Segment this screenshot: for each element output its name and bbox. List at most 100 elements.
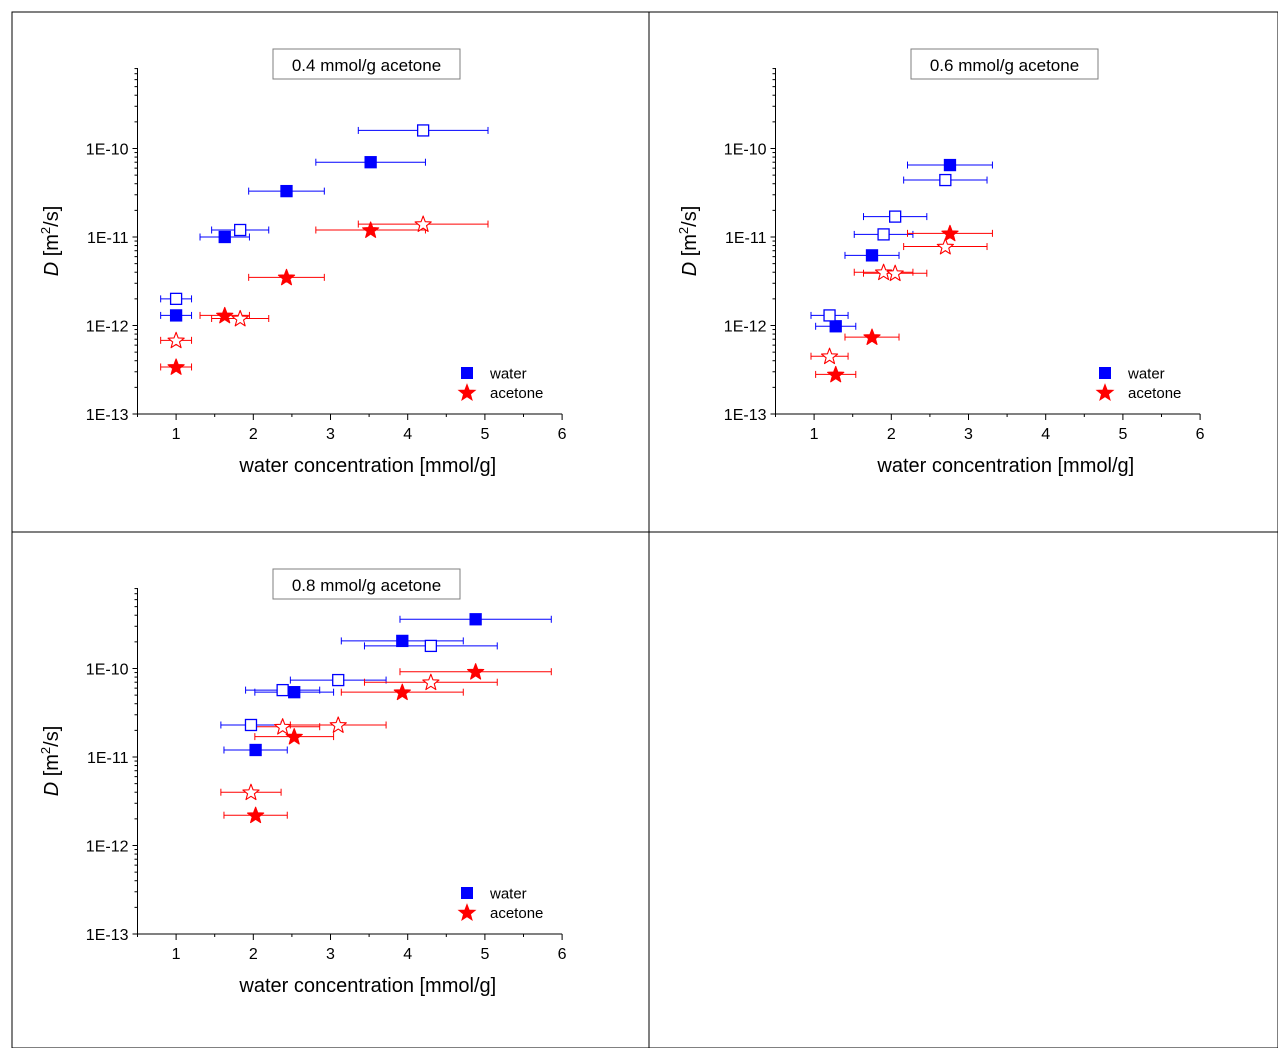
data-point-square-filled [943, 158, 957, 172]
y-axis-title: D [m2/s] [38, 726, 63, 797]
y-tick-label: 1E-12 [86, 839, 129, 856]
y-tick-label: 1E-10 [86, 142, 129, 159]
y-axis-title-unit-end: /s] [679, 206, 701, 227]
data-point-square-filled [865, 249, 879, 262]
y-tick-label: 1E-13 [86, 407, 129, 424]
data-point-square-filled [829, 320, 842, 333]
data-point-star-filled [277, 268, 296, 286]
data-point-square-filled [469, 613, 482, 626]
legend-label: acetone [490, 385, 543, 402]
x-axis-title: water concentration [mmol/g] [238, 975, 496, 997]
y-tick-label: 1E-11 [725, 230, 767, 247]
data-point-star-filled [362, 221, 380, 238]
y-tick-label: 1E-11 [87, 230, 129, 247]
data-point-square-open [889, 210, 902, 223]
legend-label: acetone [490, 905, 543, 922]
data-point-square-filled [280, 184, 293, 198]
legend-marker-star [1095, 383, 1115, 402]
x-axis-title: water concentration [mmol/g] [238, 455, 496, 477]
legend-marker-square [1099, 367, 1111, 379]
y-axis-title-unit: [m [41, 234, 63, 262]
data-point-square-open [276, 683, 289, 697]
data-point-square-open [244, 718, 258, 732]
data-point-star-filled [863, 328, 881, 345]
x-tick-label: 6 [1196, 426, 1205, 443]
x-tick-label: 1 [172, 426, 181, 443]
legend-marker-square [461, 367, 473, 379]
chart-title: 0.8 mmol/g acetone [292, 576, 441, 595]
data-point-star-filled [467, 663, 485, 680]
x-tick-label: 1 [810, 426, 819, 443]
grid-frame [11, 11, 1278, 1048]
y-tick-label: 1E-12 [724, 319, 767, 336]
data-point-square-open [416, 124, 430, 137]
data-point-square-open [424, 639, 438, 653]
y-tick-label: 1E-11 [87, 750, 129, 767]
y-axis-title-unit: [m [41, 754, 63, 782]
legend-marker-star [457, 903, 477, 922]
data-point-star-open [886, 264, 904, 282]
chart-title: 0.6 mmol/g acetone [930, 56, 1079, 75]
x-tick-label: 2 [249, 426, 258, 443]
data-point-square-open [877, 228, 890, 241]
data-point-star-open [274, 718, 292, 735]
x-tick-label: 3 [326, 426, 335, 443]
data-point-square-filled [288, 686, 301, 699]
y-axis-title: D [m2/s] [676, 206, 701, 277]
data-point-star-filled [167, 358, 185, 375]
data-point-square-filled [249, 743, 262, 757]
data-point-star-filled [285, 728, 303, 745]
x-tick-label: 4 [403, 946, 412, 963]
y-tick-label: 1E-10 [724, 142, 767, 159]
data-point-star-open [329, 716, 347, 733]
x-tick-label: 4 [1041, 426, 1050, 443]
chart-panel-3: 1E-13 1E-12 1E-11 1E-10 1 2 3 4 5 6 water concentr… [38, 568, 567, 997]
data-point-square-filled [169, 309, 183, 322]
y-axis-title-symbol: D [41, 262, 63, 276]
chart-panel-1: 1E-13 1E-12 1E-11 1E-10 1 2 3 4 5 6 water concentr… [38, 48, 567, 477]
x-tick-label: 3 [964, 426, 973, 443]
data-point-square-open [939, 173, 952, 187]
x-tick-label: 6 [558, 946, 567, 963]
x-tick-label: 2 [249, 946, 258, 963]
data-point-square-open [169, 292, 183, 306]
y-axis-title: D [m2/s] [38, 206, 63, 277]
data-point-square-open [823, 309, 836, 322]
x-tick-label: 5 [480, 946, 489, 963]
legend-marker-square [461, 887, 473, 899]
data-point-star-filled [216, 306, 234, 324]
data-point-star-filled [941, 224, 959, 242]
chart-title-box [272, 48, 461, 80]
y-axis-title-unit-end: /s] [41, 726, 63, 747]
data-point-square-open [332, 673, 345, 687]
y-axis-title-unit: [m [679, 234, 701, 262]
chart-title-box [272, 568, 461, 600]
chart-panel-2: 1E-13 1E-12 1E-11 1E-10 1 2 3 4 5 6 water concentr… [676, 48, 1205, 477]
y-tick-label: 1E-13 [724, 407, 767, 424]
y-axis-title-superscript: 2 [676, 227, 691, 234]
y-axis-title-superscript: 2 [38, 747, 53, 754]
y-tick-label: 1E-13 [86, 927, 129, 944]
x-tick-label: 3 [326, 946, 335, 963]
legend-marker-star [457, 383, 477, 402]
x-tick-label: 2 [887, 426, 896, 443]
x-tick-label: 4 [403, 426, 412, 443]
x-tick-label: 1 [172, 946, 181, 963]
data-point-square-filled [364, 156, 377, 169]
data-point-star-open [242, 783, 260, 801]
chart-title-box [910, 48, 1099, 80]
data-point-star-filled [246, 806, 265, 824]
y-axis-title-unit-end: /s] [41, 206, 63, 227]
y-tick-label: 1E-10 [86, 662, 129, 679]
data-point-star-filled [827, 365, 845, 383]
data-point-square-filled [396, 634, 409, 648]
y-axis-title-symbol: D [679, 262, 701, 276]
data-point-star-open [414, 215, 432, 232]
y-axis-title-superscript: 2 [38, 227, 53, 234]
legend-label: water [489, 886, 527, 903]
data-point-star-filled [393, 683, 411, 701]
x-axis-title: water concentration [mmol/g] [876, 455, 1134, 477]
data-point-star-open [422, 673, 440, 691]
x-tick-label: 6 [558, 426, 567, 443]
